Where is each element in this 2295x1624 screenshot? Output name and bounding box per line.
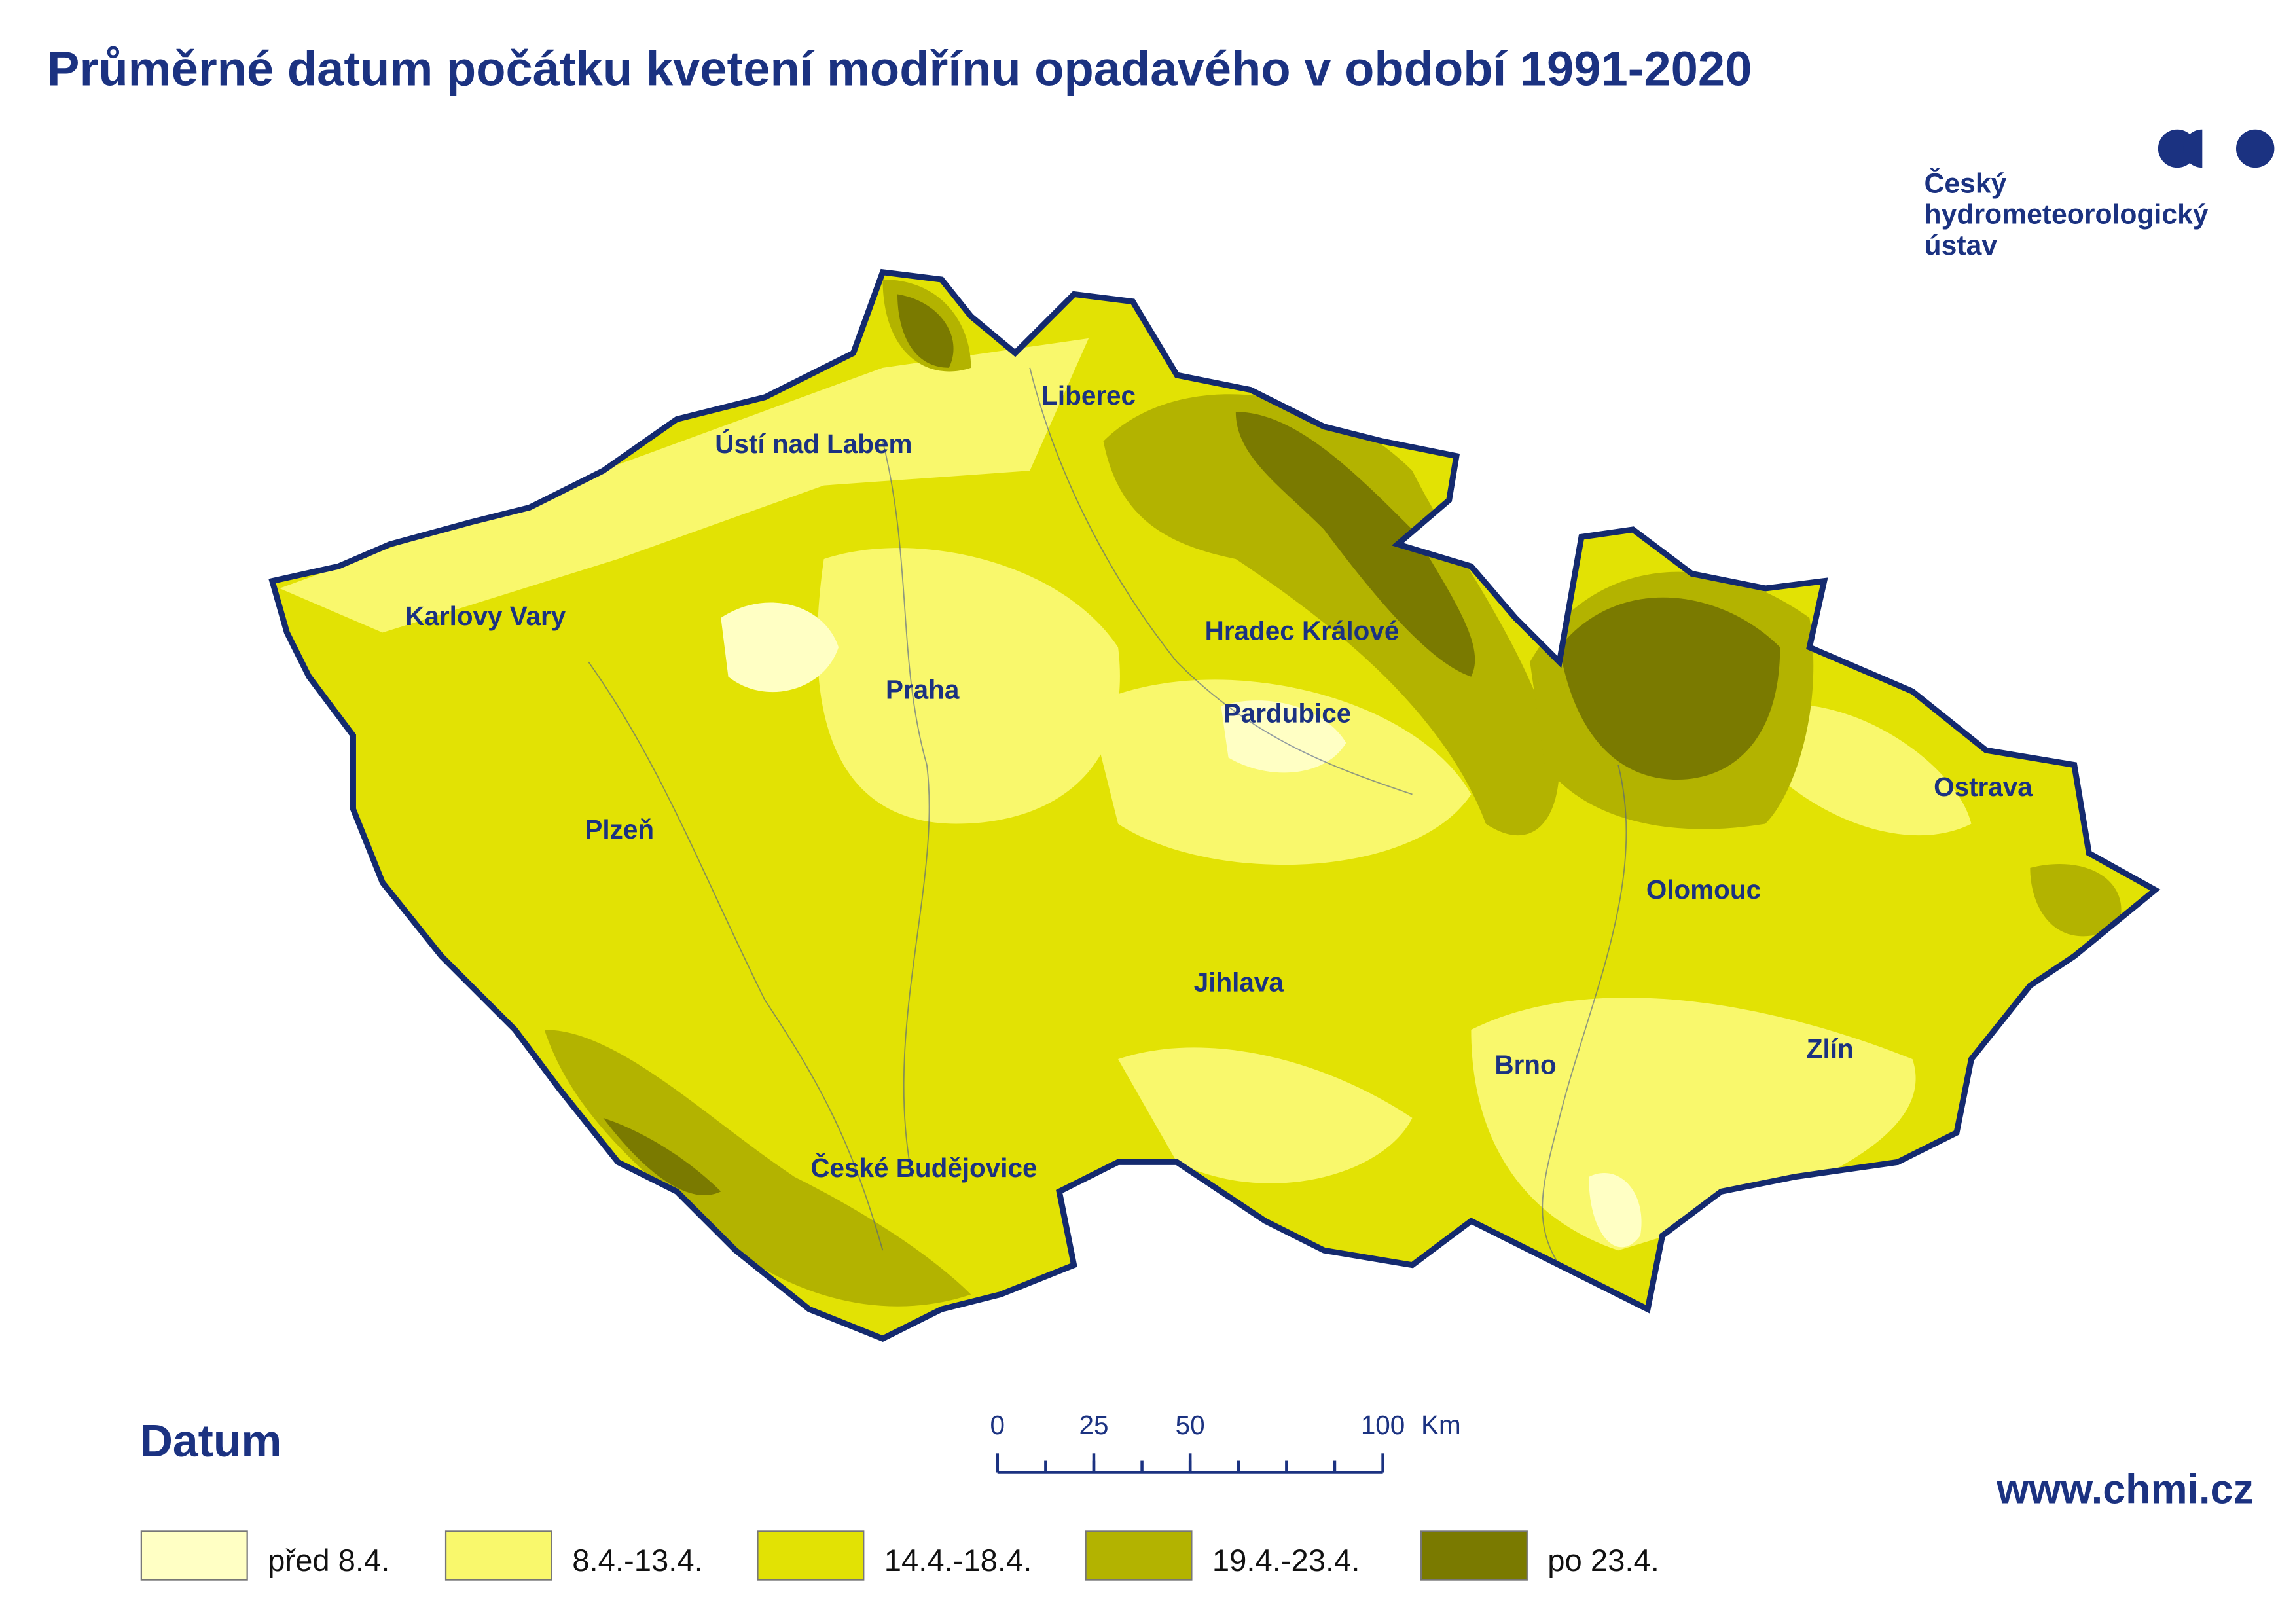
city-label: Ústí nad Labem (715, 429, 912, 459)
zone (897, 294, 954, 368)
map-fill (272, 272, 2156, 1339)
logo (2158, 129, 2275, 168)
logo-text: hydrometeorologický (1925, 199, 2209, 230)
legend-swatch (1085, 1530, 1193, 1581)
legend-label: 19.4.-23.4. (1212, 1543, 1360, 1578)
rivers (588, 367, 1627, 1266)
city-label: Hradec Králové (1205, 616, 1400, 646)
city-label: Pardubice (1223, 698, 1352, 728)
legend-swatch (757, 1530, 865, 1581)
logo-text: Český (1925, 167, 2007, 199)
cities: Liberec Ústí nad Labem Karlovy Vary Hradec … (405, 380, 2033, 1183)
legend-title: Datum (140, 1415, 282, 1466)
city-label: Karlovy Vary (405, 601, 566, 631)
zone (280, 338, 1089, 633)
zone (721, 602, 839, 693)
city-label: Liberec (1041, 380, 1136, 410)
legend-swatch (140, 1530, 248, 1581)
city-label: Praha (886, 674, 960, 704)
city-label: Ostrava (1934, 772, 2033, 802)
zone (1765, 704, 1972, 836)
legend-swatch (444, 1530, 552, 1581)
city-label: Brno (1494, 1050, 1556, 1080)
zone (1221, 700, 1346, 773)
zone (544, 1030, 971, 1307)
url: www.chmi.cz (1996, 1467, 2254, 1513)
zone (603, 1117, 721, 1196)
legend-label: 14.4.-18.4. (884, 1543, 1032, 1578)
zone (1103, 394, 1560, 836)
city-label: Plzeň (585, 814, 654, 844)
zone (2030, 864, 2122, 937)
zone (1235, 412, 1475, 677)
city-label: Zlín (1807, 1034, 1854, 1064)
legend-swatch (1420, 1530, 1528, 1581)
logo-dot (2183, 129, 2203, 168)
river (882, 441, 930, 1178)
logo-text: ústav (1925, 230, 1998, 261)
city-label: Jihlava (1194, 967, 1284, 998)
legend-label: 8.4.-13.4. (572, 1543, 702, 1578)
scale-unit: Km (1421, 1410, 1461, 1440)
scale-label: 25 (1079, 1410, 1108, 1440)
city-label: České Budějovice (810, 1153, 1037, 1183)
title: Průměrné datum počátku kvetení modřínu o… (47, 41, 1752, 96)
river (1542, 765, 1627, 1266)
scale-label: 50 (1176, 1410, 1205, 1440)
legend-label: po 23.4. (1547, 1543, 1659, 1578)
zone (1589, 1172, 1642, 1248)
river (588, 661, 884, 1251)
city-label: Olomouc (1646, 875, 1761, 905)
logo-dot (2235, 129, 2275, 168)
river (1029, 367, 1413, 795)
legend-label: před 8.4. (268, 1543, 389, 1578)
zone (1471, 998, 1916, 1251)
legend: před 8.4. 8.4.-13.4. 14.4.-18.4. 19.4.-23.4… (140, 1530, 1659, 1581)
scale-bar: 0 25 50 100 Km (990, 1410, 1461, 1474)
scale-label: 0 (990, 1410, 1005, 1440)
scale-label: 100 (1361, 1410, 1405, 1440)
zone (817, 548, 1120, 824)
zone (1559, 597, 1780, 780)
zone (1118, 1047, 1413, 1183)
